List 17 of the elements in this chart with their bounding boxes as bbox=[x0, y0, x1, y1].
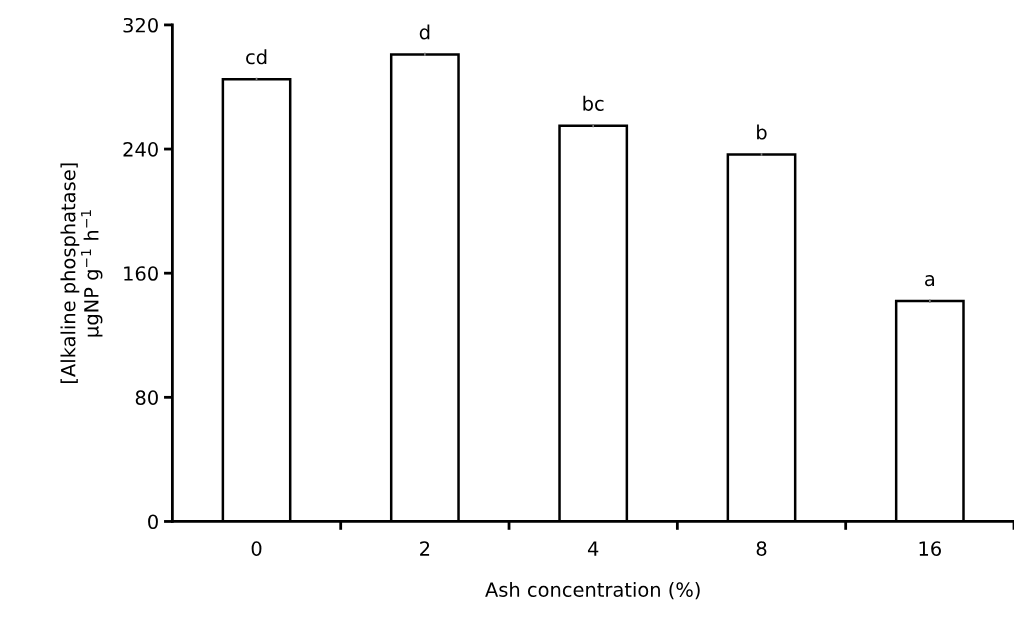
annotation: cd bbox=[246, 49, 267, 65]
annotation: a bbox=[925, 275, 935, 287]
annotation: d bbox=[419, 24, 430, 40]
y-tick-label: 80 bbox=[135, 390, 158, 405]
annotation: bc bbox=[583, 95, 604, 111]
y-tick-label: 160 bbox=[124, 266, 158, 281]
y-axis-title: [Alkaline phosphatase] μgNP g$^{−1}$ h$^{−1}$ bbox=[60, 163, 103, 383]
x-tick-label: 8 bbox=[756, 541, 767, 556]
x-axis-title: Ash concentration (%) bbox=[485, 581, 700, 600]
x-tick-label: 16 bbox=[919, 541, 941, 556]
x-tick-label: 0 bbox=[251, 541, 262, 556]
annotation: b bbox=[757, 124, 767, 140]
x-tick-label: 4 bbox=[587, 541, 599, 556]
y-tick-label: 0 bbox=[148, 514, 158, 530]
y-tick-label: 240 bbox=[123, 142, 158, 157]
x-tick-label: 2 bbox=[420, 541, 430, 556]
y-tick-label: 320 bbox=[123, 17, 158, 33]
